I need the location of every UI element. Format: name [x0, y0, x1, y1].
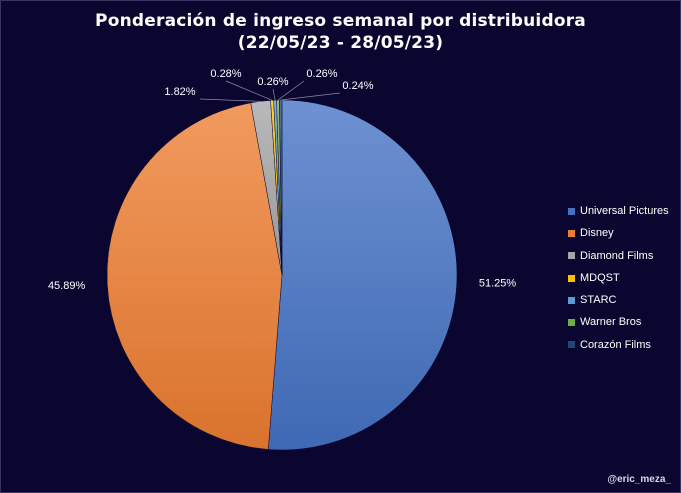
legend-label: Universal Pictures: [580, 205, 669, 217]
pie-slices: [106, 99, 458, 451]
legend-label: Diamond Films: [580, 249, 654, 262]
data-label: 0.26%: [257, 76, 288, 88]
legend-item: Corazón Films: [568, 334, 669, 356]
legend-swatch: [568, 274, 575, 282]
leader-line: [280, 92, 341, 101]
legend-item: Universal Pictures: [568, 200, 669, 222]
legend-label: Warner Bros: [580, 316, 642, 329]
legend-item: Disney: [568, 222, 669, 244]
legend-swatch: [568, 319, 575, 327]
legend-item: STARC: [568, 289, 669, 311]
leader-line: [225, 80, 273, 101]
chart-title: Ponderación de ingreso semanal por distr…: [0, 10, 681, 54]
watermark: @eric_meza_: [607, 474, 671, 485]
legend-label: STARC: [580, 294, 617, 307]
legend-label: Corazón Films: [580, 338, 651, 351]
legend-swatch: [568, 341, 575, 349]
pie-slice-universal-pictures: [268, 99, 458, 451]
legend-item: MDQST: [568, 267, 669, 289]
chart-title-line-1: Ponderación de ingreso semanal por distr…: [95, 11, 586, 31]
data-labels: 51.25% 45.89% 1.82% 0.28% 0.26% 0.26% 0.24%: [48, 68, 516, 292]
legend-swatch: [568, 296, 575, 304]
data-label: 0.26%: [306, 68, 337, 80]
data-label: 1.82%: [164, 86, 195, 98]
legend-label: MDQST: [580, 271, 620, 284]
pie-slice-disney: [106, 102, 283, 450]
chart-legend: Universal Pictures Disney Diamond Films MDQ…: [568, 200, 669, 356]
legend-swatch: [568, 207, 575, 215]
data-label: 45.89%: [48, 280, 86, 292]
legend-swatch: [568, 229, 575, 237]
legend-label: Disney: [580, 227, 614, 240]
legend-swatch: [568, 252, 575, 260]
legend-item: Diamond Films: [568, 245, 669, 267]
leader-lines: [199, 80, 341, 102]
data-label: 0.28%: [210, 68, 241, 80]
leader-line: [277, 80, 305, 101]
legend-item: Warner Bros: [568, 311, 669, 333]
leader-line: [272, 88, 276, 101]
data-label: 51.25%: [479, 278, 517, 290]
data-label: 0.24%: [342, 80, 373, 92]
leader-line: [199, 98, 261, 102]
chart-title-line-2: (22/05/23 - 28/05/23): [237, 33, 444, 53]
